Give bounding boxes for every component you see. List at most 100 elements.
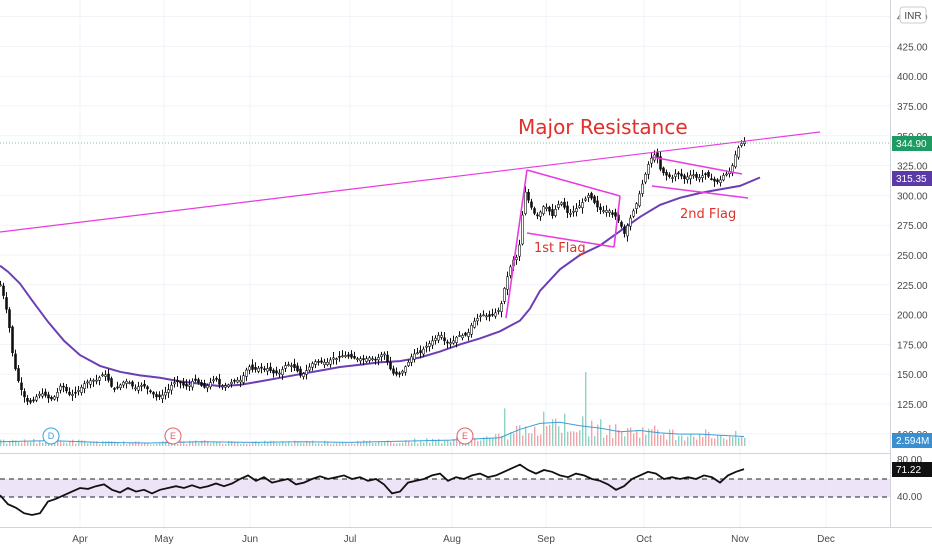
- candle-body: [164, 392, 167, 396]
- candle-body: [236, 379, 239, 383]
- volume-bar: [438, 439, 440, 446]
- candle-body: [26, 398, 29, 402]
- volume-bar: [288, 441, 290, 446]
- volume-bar: [96, 441, 98, 446]
- candle-body: [293, 364, 296, 368]
- volume-bar: [492, 437, 494, 446]
- candle-body: [239, 379, 242, 383]
- candle-body: [518, 244, 521, 257]
- volume-bar: [363, 440, 365, 446]
- volume-bar: [720, 435, 722, 446]
- volume-bar: [426, 438, 428, 446]
- candle-body: [467, 332, 470, 337]
- price-tick-label: 175.00: [897, 340, 928, 351]
- volume-bar: [189, 440, 191, 446]
- candle-body: [89, 380, 92, 385]
- volume-bar: [378, 441, 380, 446]
- candle-body: [470, 325, 473, 335]
- candle-body: [650, 157, 653, 164]
- candle-body: [698, 177, 701, 180]
- candle-body: [581, 202, 584, 209]
- volume-bar: [321, 444, 323, 446]
- candle-body: [497, 310, 500, 312]
- candle-body: [449, 342, 452, 345]
- volume-bar: [99, 444, 101, 446]
- volume-bar: [204, 439, 206, 446]
- price-tick-label: 250.00: [897, 251, 928, 262]
- candle-body: [569, 212, 572, 215]
- volume-bar: [423, 442, 425, 446]
- candle-body: [32, 399, 35, 402]
- candle-body: [593, 196, 596, 203]
- candle-body: [140, 384, 143, 387]
- volume-bar: [228, 440, 230, 446]
- candle-body: [641, 183, 644, 194]
- earnings-event-marker-2[interactable]: E: [456, 427, 474, 445]
- volume-bar: [303, 443, 305, 446]
- candle-body: [128, 382, 131, 384]
- volume-bar: [207, 440, 209, 446]
- volume-bar: [63, 442, 65, 446]
- earnings-event-label-1: E: [170, 431, 176, 441]
- candle-body: [134, 387, 137, 390]
- candle-body: [626, 225, 629, 237]
- volume-bar: [396, 443, 398, 446]
- candle-body: [629, 217, 632, 227]
- volume-bar: [9, 440, 11, 446]
- candle-body: [317, 361, 320, 363]
- volume-bar: [657, 429, 659, 446]
- volume-bar: [555, 418, 557, 446]
- candle-body: [155, 394, 158, 398]
- candle-body: [674, 173, 677, 177]
- candle-body: [659, 156, 662, 170]
- candle-body: [173, 382, 176, 385]
- candle-body: [719, 179, 722, 183]
- candle-body: [572, 210, 575, 213]
- volume-value-badge: 2.594M: [892, 433, 932, 448]
- volume-bar: [618, 430, 620, 446]
- volume-bar: [33, 438, 35, 446]
- volume-bar: [225, 444, 227, 446]
- volume-bar: [366, 440, 368, 446]
- volume-bar: [186, 444, 188, 446]
- volume-bar: [453, 439, 455, 446]
- volume-bar: [579, 430, 581, 446]
- candle-body: [221, 385, 224, 388]
- candle-body: [479, 315, 482, 318]
- currency-badge[interactable]: INR: [899, 6, 927, 24]
- candle-body: [170, 384, 173, 391]
- candle-body: [545, 207, 548, 209]
- candle-body: [68, 391, 71, 395]
- candle-body: [191, 381, 194, 388]
- candle-body: [665, 172, 668, 176]
- rsi-axis-ticks: 80.00 40.00: [897, 455, 922, 503]
- earnings-event-marker-1[interactable]: E: [164, 427, 182, 445]
- volume-bar: [744, 437, 746, 446]
- volume-bar: [678, 436, 680, 446]
- volume-bar: [183, 441, 185, 446]
- candle-body: [533, 208, 536, 214]
- candle-body: [374, 358, 377, 361]
- price-axis-ticks[interactable]: 100.00125.00150.00175.00200.00225.00250.…: [897, 13, 928, 441]
- volume-bar: [567, 431, 569, 446]
- volume-bar: [357, 440, 359, 446]
- candle-body: [437, 335, 440, 341]
- volume-bar: [528, 433, 530, 446]
- volume-bar: [75, 443, 77, 446]
- time-axis-ticks[interactable]: Apr May Jun Jul Aug Sep Oct Nov Dec: [72, 534, 835, 545]
- dividend-event-marker[interactable]: D: [42, 427, 60, 445]
- candle-body: [104, 374, 107, 377]
- volume-bar: [546, 426, 548, 446]
- candle-body: [320, 360, 323, 363]
- candle-body: [599, 206, 602, 211]
- candle-body: [509, 266, 512, 276]
- volume-bar: [291, 443, 293, 446]
- volume-bar: [168, 442, 170, 446]
- last-price-value: 344.90: [896, 139, 927, 150]
- volume-bar: [294, 440, 296, 446]
- candle-body: [185, 383, 188, 387]
- candle-body: [278, 372, 281, 375]
- volume-bar: [108, 440, 110, 446]
- volume-bar: [177, 444, 179, 446]
